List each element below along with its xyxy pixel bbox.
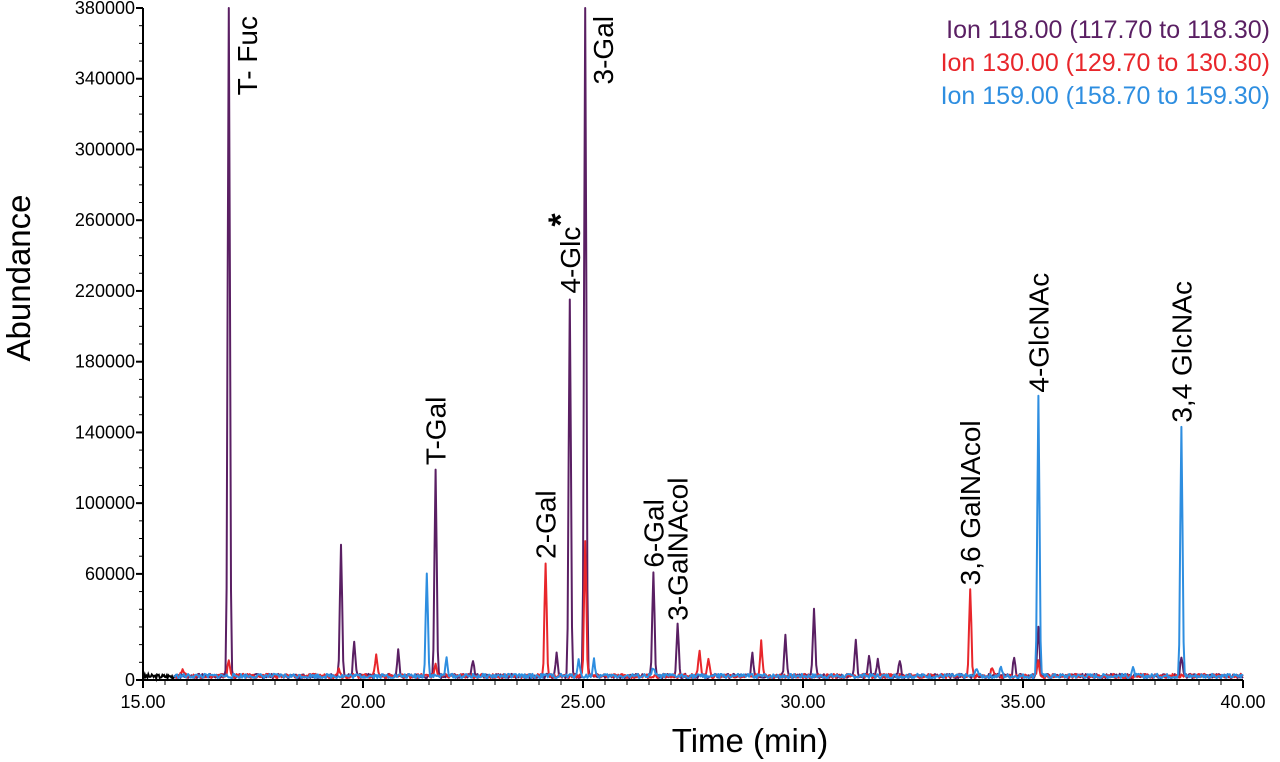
series-line-2: [173, 394, 1244, 680]
y-tick-label: 260000: [75, 210, 135, 230]
initial-baseline: [142, 671, 175, 683]
y-tick-label: 180000: [75, 352, 135, 372]
legend: Ion 118.00 (117.70 to 118.30) Ion 130.00…: [941, 14, 1270, 113]
series-line-1: [172, 540, 1244, 680]
legend-item-ion-118: Ion 118.00 (117.70 to 118.30): [946, 16, 1270, 44]
peak-label: 6-Gal: [638, 499, 669, 567]
x-tick-label: 30.00: [780, 692, 825, 712]
y-tick-label: 140000: [75, 422, 135, 442]
legend-item-ion-130: Ion 130.00 (129.70 to 130.30): [940, 49, 1270, 77]
peak-label: T- Fuc: [232, 16, 263, 95]
x-tick-label: 35.00: [1000, 692, 1045, 712]
y-tick-label: 380000: [75, 0, 135, 18]
axes: 15.00 20.00 25.00 30.00 35.00 40.00 0 60000 1000…: [75, 0, 1266, 712]
peak-label: 3-GalNAcol: [663, 478, 694, 621]
y-tick-label: 60000: [85, 564, 135, 584]
x-tick-label: 40.00: [1220, 692, 1265, 712]
y-tick-label: 340000: [75, 69, 135, 89]
peak-label: 3-Gal: [588, 16, 619, 84]
asterisk: *: [542, 213, 580, 227]
legend-item-ion-159: Ion 159.00 (158.70 to 159.30): [940, 82, 1270, 110]
peak-label: T-Gal: [421, 397, 452, 465]
peak-label: 4-Glc*: [542, 213, 586, 294]
y-tick-label: 220000: [75, 281, 135, 301]
peak-label: 2-Gal: [531, 490, 562, 558]
y-axis-label: Abundance: [0, 195, 37, 362]
y-tick-label: 100000: [75, 493, 135, 513]
x-axis-label: Time (min): [672, 722, 828, 759]
peak-label: 3,6 GalNAcol: [955, 420, 986, 585]
peak-labels: T- Fuc T-Gal 2-Gal 4-Glc* 3-Gal 6-Gal3-GalNAc…: [232, 16, 1198, 621]
x-tick-label: 15.00: [120, 692, 165, 712]
y-tick-label: 0: [125, 670, 135, 690]
peak-label: 4-GlcNAc: [1023, 273, 1054, 393]
peak-label: 3,4 GlcNAc: [1166, 281, 1197, 423]
x-tick-label: 20.00: [340, 692, 385, 712]
y-tick-label: 300000: [75, 139, 135, 159]
series-layer: [142, 7, 1244, 683]
x-tick-label: 25.00: [560, 692, 605, 712]
